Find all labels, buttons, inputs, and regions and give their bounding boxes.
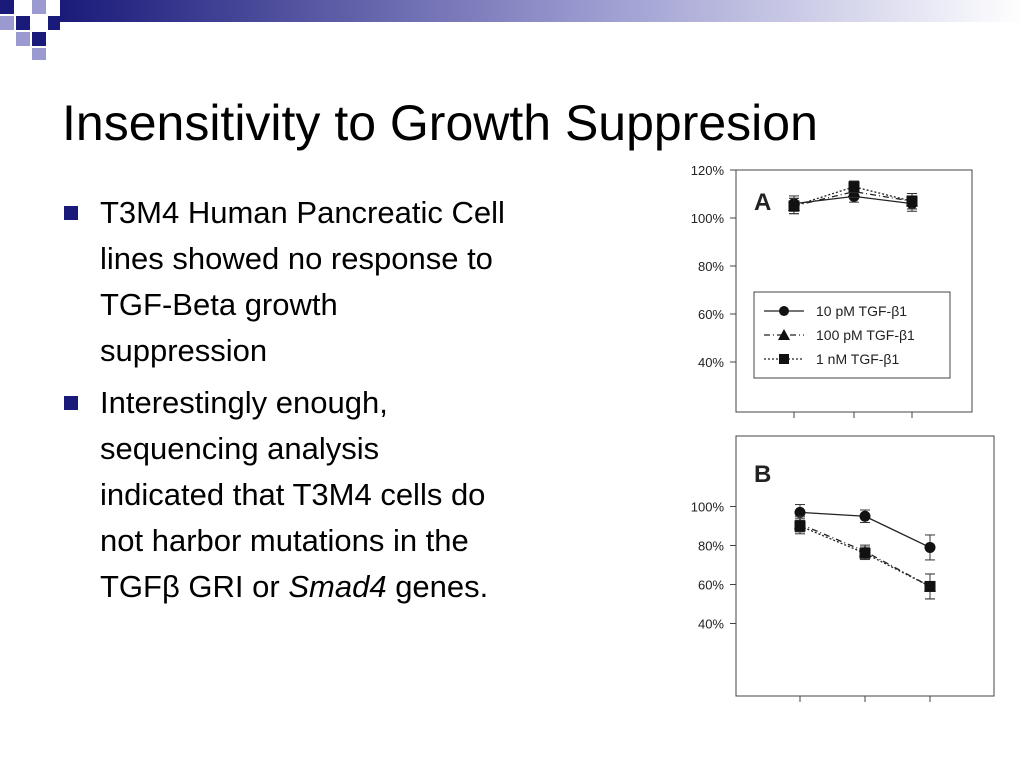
- y-tick-label: 80%: [698, 539, 724, 554]
- y-tick-label: 60%: [698, 307, 724, 322]
- y-tick-label: 60%: [698, 578, 724, 593]
- header-square: [32, 48, 46, 60]
- legend-marker: [778, 329, 790, 340]
- y-tick-label: 100%: [691, 500, 725, 515]
- header-square: [0, 0, 14, 14]
- gene-name-italic: Smad4: [288, 569, 387, 604]
- bullet-line: indicated that T3M4 cells do: [100, 477, 486, 512]
- header-square: [16, 16, 30, 30]
- data-point: [924, 580, 936, 592]
- bullet-item: Interestingly enough, sequencing analysi…: [62, 380, 642, 610]
- y-tick-label: 120%: [691, 163, 725, 178]
- y-tick-label: 40%: [698, 617, 724, 632]
- bullet-line: TGF-Beta growth: [100, 287, 338, 322]
- header-square: [32, 0, 46, 14]
- bullet-line: lines showed no response to: [100, 241, 493, 276]
- slide-title: Insensitivity to Growth Suppresion: [62, 95, 818, 151]
- chart-figure: A 120% 100% 80% 60% 40% 10 pM TGF-β1 100 pM TGF…: [691, 163, 995, 702]
- data-point: [906, 195, 918, 207]
- data-point: [794, 520, 806, 532]
- chart-frame: [735, 435, 995, 697]
- data-point: [924, 541, 936, 553]
- bullet-list: T3M4 Human Pancreatic Cell lines showed …: [62, 190, 642, 616]
- y-tick-label: 40%: [698, 355, 724, 370]
- bullet-square-icon: [64, 206, 78, 220]
- y-tick-label: 100%: [691, 211, 725, 226]
- bullet-line: suppression: [100, 333, 268, 368]
- legend-marker: [779, 306, 789, 316]
- data-point: [788, 200, 800, 212]
- chart-panel-b: B 100% 80% 60% 40%: [691, 435, 995, 702]
- y-tick-label: 80%: [698, 259, 724, 274]
- header-square: [16, 0, 30, 14]
- header-square: [32, 32, 46, 46]
- header-decoration: [0, 0, 1024, 60]
- legend-label: 1 nM TGF-β1: [816, 351, 899, 367]
- series-line: [793, 186, 913, 207]
- bullet-square-icon: [64, 396, 78, 410]
- header-square: [48, 16, 60, 30]
- bullet-line: sequencing analysis: [100, 431, 380, 466]
- panel-label: B: [754, 461, 771, 488]
- panel-label: A: [754, 189, 771, 216]
- bullet-item: T3M4 Human Pancreatic Cell lines showed …: [62, 190, 642, 374]
- data-point: [794, 506, 806, 518]
- header-square: [0, 16, 14, 30]
- text-suffix: genes.: [386, 569, 489, 604]
- bullet-line: Interestingly enough,: [100, 385, 388, 420]
- legend-label: 100 pM TGF-β1: [816, 327, 915, 343]
- data-point: [848, 181, 860, 193]
- header-square: [16, 32, 30, 46]
- data-point: [859, 547, 871, 559]
- legend-marker: [779, 354, 789, 364]
- bullet-line: not harbor mutations in the: [100, 523, 469, 558]
- bullet-line: T3M4 Human Pancreatic Cell: [100, 195, 505, 230]
- legend-label: 10 pM TGF-β1: [816, 303, 907, 319]
- header-gradient-band: [60, 0, 1024, 22]
- data-point: [859, 510, 871, 522]
- bullet-line-last: TGFβ GRI or Smad4 genes.: [100, 564, 642, 610]
- header-square: [32, 16, 46, 30]
- text-prefix: TGFβ GRI or: [100, 569, 289, 604]
- chart-panel-a: A 120% 100% 80% 60% 40% 10 pM TGF-β1 100 pM TGF…: [691, 163, 973, 418]
